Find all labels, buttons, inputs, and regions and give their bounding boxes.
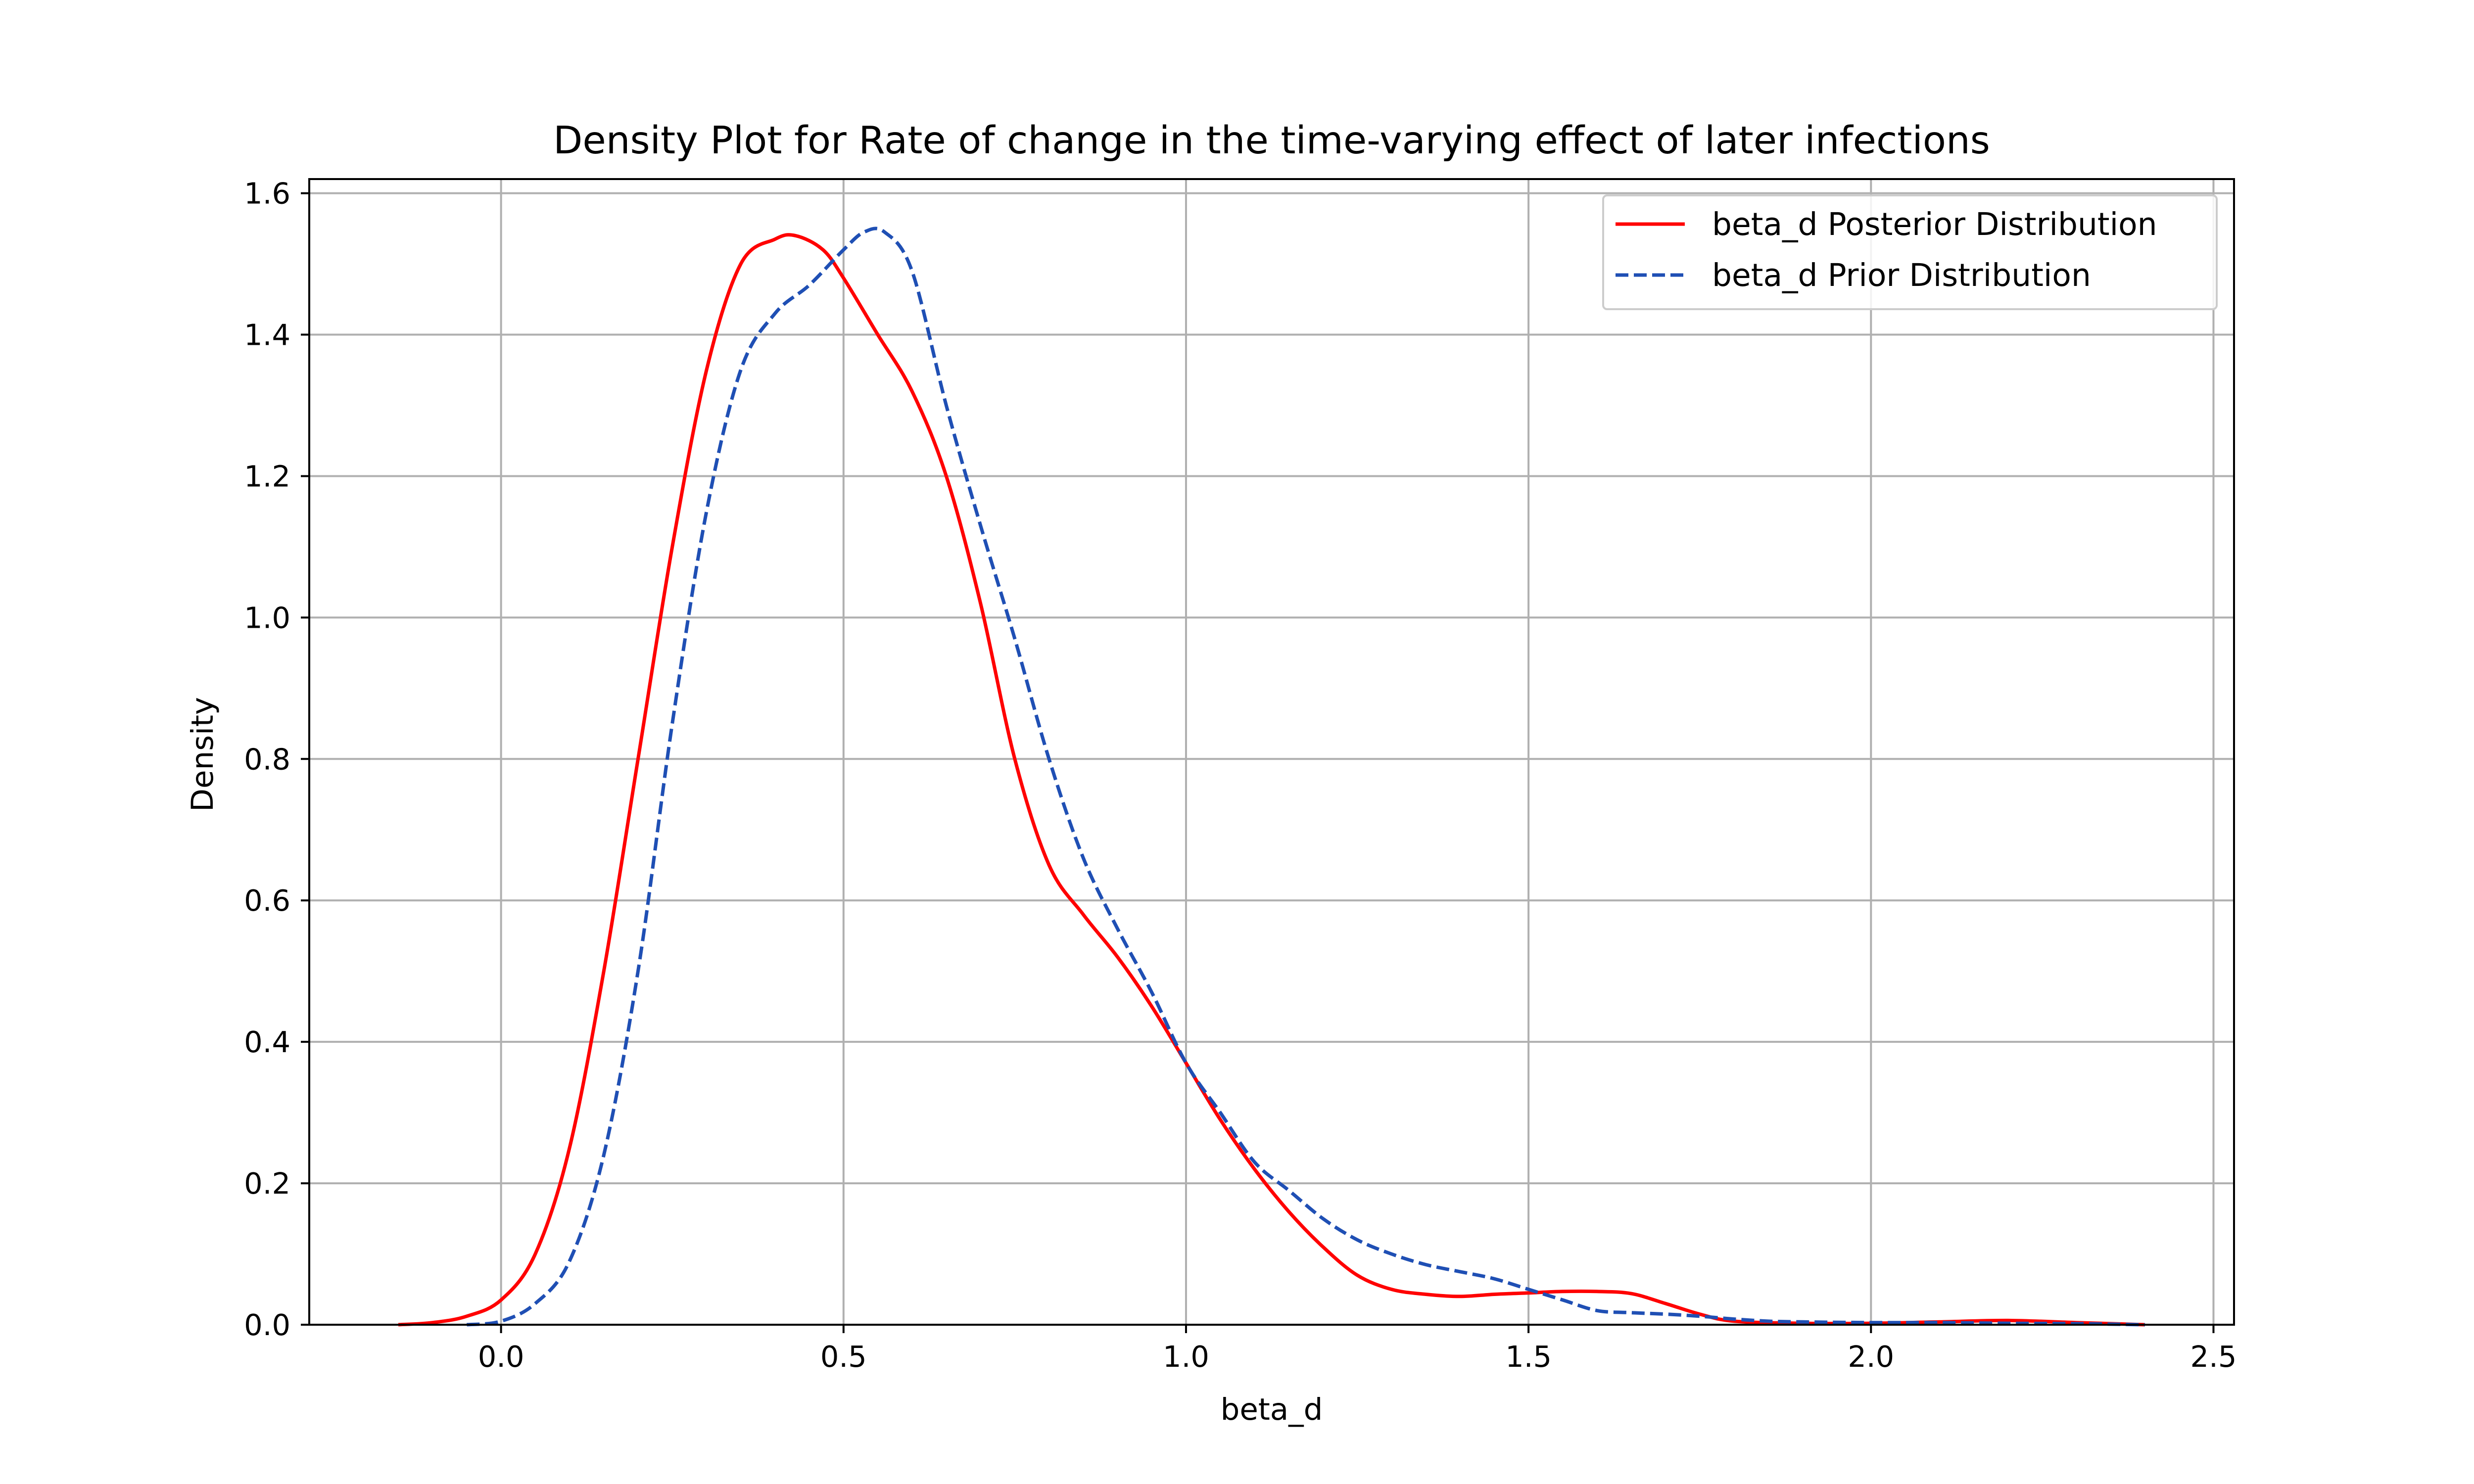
y-tick-label: 0.6	[244, 883, 290, 918]
series-layer	[398, 227, 2145, 1327]
x-axis-label: beta_d	[1221, 1392, 1323, 1427]
y-axis-label: Density	[185, 697, 220, 812]
y-tick-label: 1.2	[244, 459, 290, 493]
posterior-density-line	[398, 233, 2145, 1327]
y-tick-label: 1.6	[244, 177, 290, 211]
prior-density-line	[467, 227, 2145, 1327]
plot-area-background	[309, 179, 2234, 1325]
x-tick-label: 0.5	[820, 1340, 867, 1374]
legend-box	[1602, 194, 2218, 310]
x-tick-label: 2.5	[2190, 1340, 2237, 1374]
x-tick-label: 0.0	[478, 1340, 524, 1374]
chart-title: Density Plot for Rate of change in the t…	[553, 119, 1990, 163]
x-tick-label: 2.0	[1848, 1340, 1894, 1374]
x-tick-label: 1.0	[1163, 1340, 1209, 1374]
y-tick-label: 0.0	[244, 1308, 290, 1342]
y-tick-label: 0.2	[244, 1166, 290, 1201]
legend: beta_d Posterior Distribution beta_d Pri…	[1602, 194, 2218, 310]
legend-label-prior: beta_d Prior Distribution	[1712, 257, 2091, 293]
y-tick-label: 0.8	[244, 742, 290, 776]
plot-frame	[308, 178, 2235, 1326]
y-tick-label: 1.0	[244, 601, 290, 635]
y-axis: 0.0 0.2 0.4 0.6 0.8 1.0 1.2 1.4 1.6	[244, 177, 309, 1342]
y-tick-label: 0.4	[244, 1025, 290, 1059]
x-tick-label: 1.5	[1505, 1340, 1552, 1374]
x-axis: 0.0 0.5 1.0 1.5 2.0 2.5	[478, 1325, 2237, 1374]
legend-label-posterior: beta_d Posterior Distribution	[1712, 206, 2157, 242]
y-tick-label: 1.4	[244, 318, 290, 352]
grid	[309, 179, 2234, 1326]
